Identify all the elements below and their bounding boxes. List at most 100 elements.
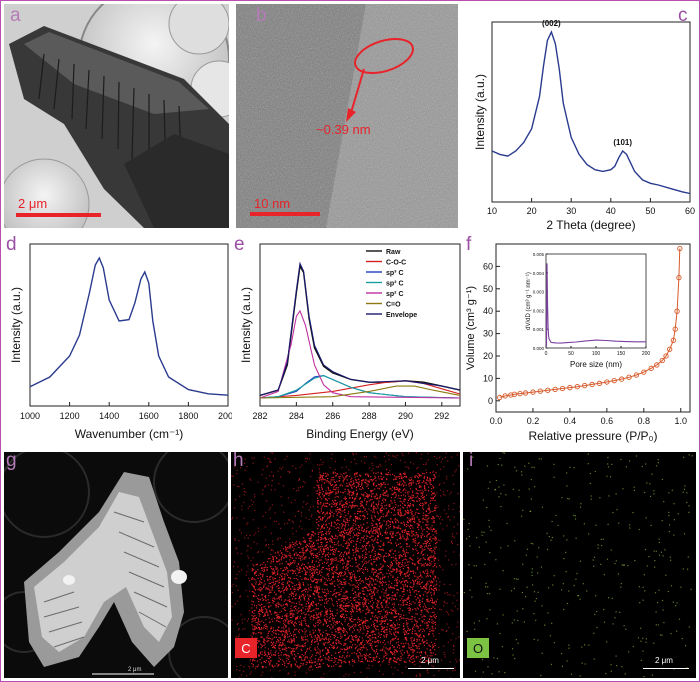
y-axis-title-e: Intensity (a.u.) <box>239 287 253 363</box>
x-tick-label-f: 0.6 <box>601 416 614 426</box>
x-tick-label-f: 0.8 <box>638 416 651 426</box>
eds-dots <box>463 452 693 678</box>
xps-chart: 282 284 286 288 290 292 Raw C-O-C sp³ C sp³ C sp² … <box>239 243 461 441</box>
x-tick-label-e: 288 <box>362 411 377 421</box>
xps-series-line <box>259 375 461 399</box>
isotherm-point <box>648 365 654 371</box>
isotherm-point <box>559 385 566 392</box>
pore-size-line <box>545 263 646 347</box>
isotherm-point <box>582 382 588 389</box>
x-tick-label-e: 286 <box>325 411 340 421</box>
panel-h-carbon-map: h C 2 μm <box>231 452 460 678</box>
panel-i-label: i <box>469 452 474 471</box>
x-axis-title-e: Binding Energy (eV) <box>306 427 413 441</box>
element-badge-c: C <box>235 638 257 658</box>
scale-text-g: 2 μm <box>128 667 142 673</box>
isotherm-point <box>676 274 682 281</box>
panel-e-xps: 282 284 286 288 290 292 Raw C-O-C sp³ C sp³ C sp² … <box>232 236 464 448</box>
y-tick-label-f: 60 <box>483 261 493 271</box>
x-tick-label-f: 0.4 <box>564 416 577 426</box>
isotherm-point <box>677 245 683 252</box>
y-tick-label-f: 0 <box>488 396 493 406</box>
plot-frame-d <box>29 243 229 407</box>
y-tick-label-f: 40 <box>483 306 493 316</box>
x-axis-title-d: Wavenumber (cm⁻¹) <box>75 427 184 441</box>
plot-frame-c <box>491 21 691 203</box>
scale-bar-i <box>643 668 689 669</box>
peak-101: (101) <box>613 138 632 147</box>
bet-chart: 0.0 0.2 0.4 0.6 0.8 1.0 0 10 20 30 40 50 60 Relative … <box>465 243 691 443</box>
isotherm-point <box>611 377 617 384</box>
isotherm-point <box>667 346 673 352</box>
xps-series-line <box>259 380 461 399</box>
inset-y-tick-label: 0.004 <box>533 271 545 276</box>
y-tick-label-f: 10 <box>483 373 493 383</box>
legend-entry-e: C=O <box>386 302 401 309</box>
isotherm-point <box>641 369 647 375</box>
scale-bar-h <box>408 668 454 669</box>
panel-a-label: a <box>10 5 21 26</box>
xps-series-line <box>259 385 461 399</box>
isotherm-point <box>511 391 518 397</box>
plot-frame-e <box>259 243 461 407</box>
xps-series-line <box>259 263 461 397</box>
panel-a-sem: a 2 μm <box>4 4 229 228</box>
raman-series-line <box>29 256 229 396</box>
x-tick-label-c: 20 <box>527 206 537 216</box>
inset-y-tick-label: 0.002 <box>533 308 545 313</box>
legend-entry-e: Raw <box>386 249 401 256</box>
isotherm-point <box>545 387 551 393</box>
isotherm-point <box>517 390 523 397</box>
isotherm-point <box>596 380 603 386</box>
panel-f-bet: 0.0 0.2 0.4 0.6 0.8 1.0 0 10 20 30 40 50 60 Relative … <box>464 236 696 448</box>
scale-text-h: 2 μm <box>421 656 439 665</box>
legend-entry-e: Envelope <box>386 312 417 319</box>
x-tick-label-c: 60 <box>685 206 695 216</box>
plot-frame-f <box>495 243 691 413</box>
isotherm-point <box>522 390 529 396</box>
isotherm-point <box>497 394 503 401</box>
inset-frame <box>545 253 647 349</box>
isotherm-line <box>499 248 681 398</box>
y-axis-title-f: Volume (cm³ g⁻¹) <box>465 286 477 370</box>
isotherm-point <box>589 381 595 388</box>
isotherm-point <box>659 357 665 364</box>
isotherm-point <box>626 374 632 380</box>
panel-d-label: d <box>6 236 17 255</box>
stem-image-g <box>4 452 228 678</box>
isotherm-point <box>567 384 573 391</box>
x-tick-label-c: 50 <box>645 206 655 216</box>
x-axis-title-c: 2 Theta (degree) <box>546 218 635 232</box>
isotherm-point <box>654 362 660 368</box>
isotherm-point <box>537 388 543 394</box>
inset-x-tick-label: 100 <box>592 351 601 357</box>
x-tick-label-f: 0.2 <box>527 416 540 426</box>
inset-x-tick-label: 50 <box>568 351 574 357</box>
isotherm-point <box>508 392 514 398</box>
panel-b-label: b <box>256 5 267 26</box>
sem-image-a <box>4 4 229 228</box>
inset-y-tick-label: 0.001 <box>533 327 545 332</box>
x-tick-label-d: 1000 <box>20 411 40 421</box>
legend-entry-e: sp² C <box>386 291 404 298</box>
x-tick-label-d: 1400 <box>99 411 119 421</box>
inset-y-tick-label: 0.005 <box>533 252 545 257</box>
xrd-chart: 10 20 30 40 50 60 (002) (101) 2 Theta (degree) In… <box>473 19 695 232</box>
y-tick-label-f: 30 <box>483 329 493 339</box>
tem-image-b <box>236 4 458 228</box>
isotherm-point <box>604 379 610 385</box>
panel-h-label: h <box>233 452 244 471</box>
element-badge-o: O <box>467 638 489 658</box>
carbon-map-image <box>231 452 460 678</box>
isotherm-point <box>574 384 580 390</box>
isotherm-point <box>552 386 558 393</box>
isotherm-point <box>530 389 536 395</box>
oxygen-map-image <box>463 452 693 678</box>
inset-x-axis-title: Pore size (nm) <box>570 360 622 369</box>
legend-entry-e: sp³ C <box>386 270 404 277</box>
inset-y-tick-label: 0.000 <box>533 346 545 351</box>
panel-g-label: g <box>6 452 17 471</box>
x-tick-label-f: 1.0 <box>675 416 688 426</box>
scale-bar-a <box>16 213 101 217</box>
